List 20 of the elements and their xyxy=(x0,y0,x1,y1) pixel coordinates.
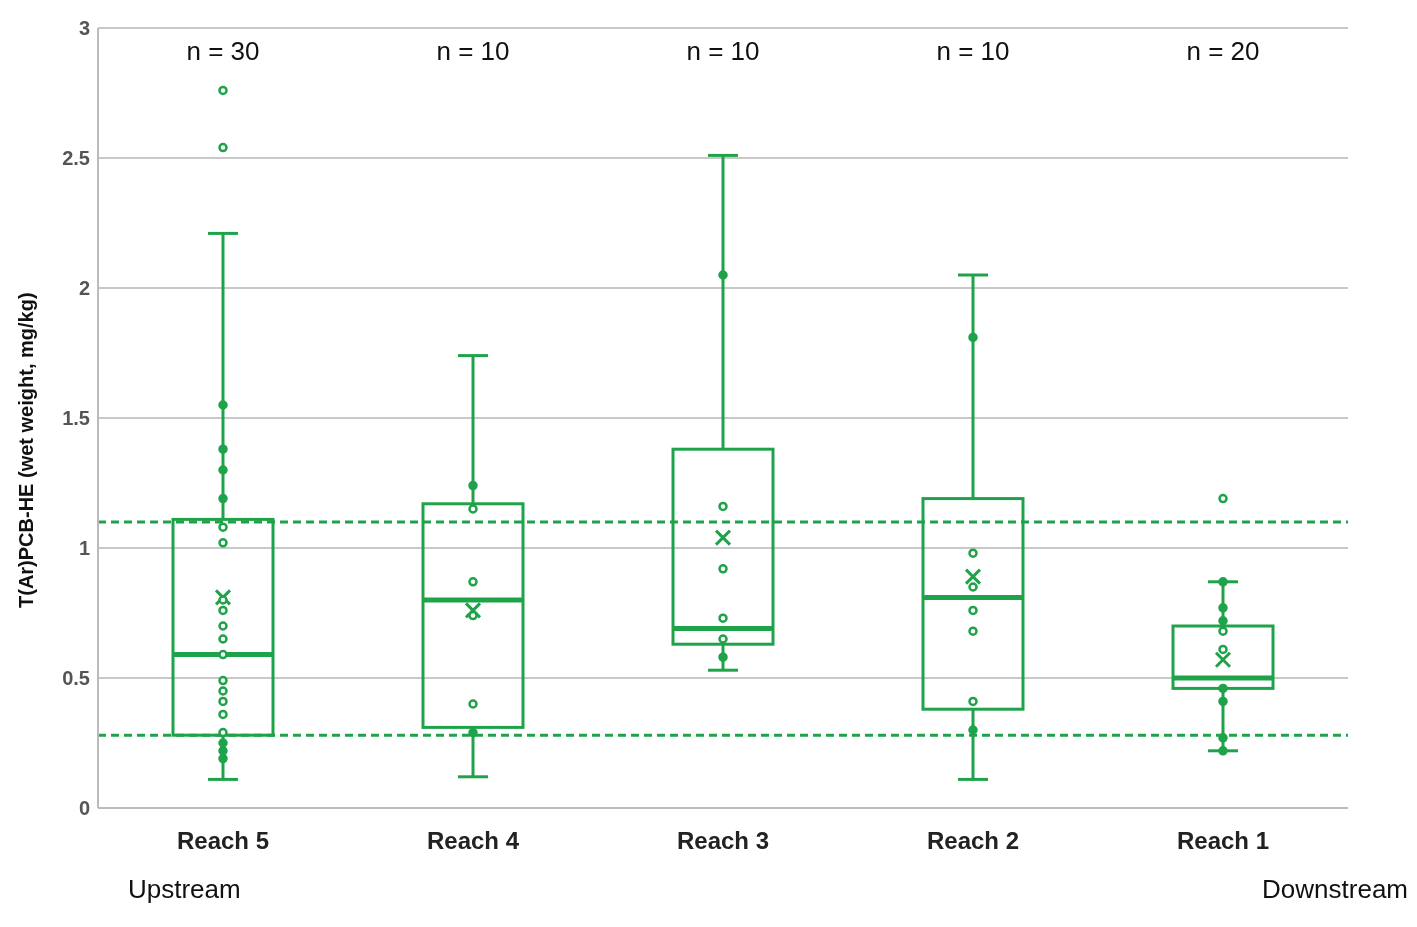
annotation: n = 20 xyxy=(1185,36,1261,67)
y-tick-label: 2 xyxy=(78,277,90,300)
y-tick-label: 1 xyxy=(78,537,90,560)
text: Upstream xyxy=(128,874,241,905)
x-tick-label: Reach 3 xyxy=(676,827,770,855)
annotation: n = 10 xyxy=(685,36,761,67)
x-tick-label: Reach 4 xyxy=(426,827,520,855)
x-tick-label: Reach 1 xyxy=(1176,827,1270,855)
x-tick-label: Reach 5 xyxy=(176,827,270,855)
annotation: n = 10 xyxy=(435,36,511,67)
y-tick-label: 0.5 xyxy=(62,667,90,690)
y-axis-title: T(Ar)PCB-HE (wet weight, mg/kg) xyxy=(15,292,38,608)
y-tick-label: 0 xyxy=(78,797,90,820)
x-tick-label: Reach 2 xyxy=(926,827,1020,855)
y-tick-label: 3 xyxy=(78,17,90,40)
annotation: n = 10 xyxy=(935,36,1011,67)
y-tick-label: 2.5 xyxy=(62,147,90,170)
annotation: n = 30 xyxy=(185,36,261,67)
text: Downstream xyxy=(1262,874,1408,905)
y-tick-label: 1.5 xyxy=(62,407,90,430)
